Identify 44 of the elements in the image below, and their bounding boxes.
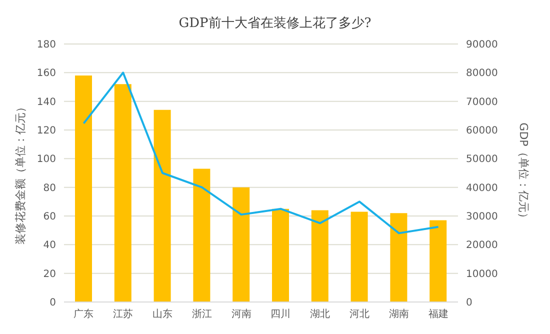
bar (350, 212, 368, 302)
y2-tick-label: 0 (466, 298, 472, 309)
y2-axis-title: GDP（单位：亿元） (517, 122, 530, 224)
y-tick-label: 100 (36, 154, 56, 166)
y2-tick-label: 30000 (466, 212, 498, 223)
x-tick-label: 河北 (350, 308, 370, 320)
y-tick-label: 20 (43, 268, 56, 280)
x-tick-label: 四川 (270, 308, 291, 320)
bar (430, 220, 447, 302)
y-tick-label: 180 (36, 40, 56, 51)
y-tick-label: 120 (36, 126, 56, 137)
bar (311, 210, 328, 302)
y2-tick-label: 50000 (466, 154, 498, 166)
x-tick-label: 浙江 (192, 308, 212, 320)
bar (154, 110, 171, 302)
y2-tick-label: 10000 (466, 268, 498, 280)
x-tick-label: 江苏 (113, 308, 134, 320)
y2-tick-label: 60000 (466, 126, 498, 137)
x-tick-label: 湖北 (310, 308, 330, 320)
y2-tick-label: 20000 (466, 240, 498, 252)
y-tick-label: 40 (43, 240, 56, 252)
y2-tick-label: 70000 (466, 96, 498, 108)
x-tick-label: 福建 (428, 308, 448, 320)
bar (114, 84, 132, 302)
bar (390, 213, 408, 302)
y-tick-label: 140 (36, 96, 56, 108)
bar (193, 168, 210, 302)
bar (75, 76, 92, 302)
x-tick-label: 广东 (74, 308, 94, 320)
bar (272, 208, 289, 302)
y-tick-label: 0 (50, 298, 56, 309)
line-series (82, 72, 440, 234)
y2-tick-label: 90000 (466, 40, 498, 51)
chart-title: GDP前十大省在装修上花了多少? (178, 15, 372, 32)
y2-tick-label: 80000 (466, 68, 498, 80)
x-tick-label: 湖南 (388, 308, 409, 320)
y-tick-label: 60 (43, 212, 56, 223)
bar (232, 187, 250, 302)
x-tick-label: 河南 (231, 308, 252, 320)
y-axis-title: 装修花费金额（单位：亿元） (14, 102, 27, 244)
y-tick-label: 160 (36, 68, 56, 80)
x-tick-label: 山东 (152, 308, 172, 320)
y-tick-label: 80 (43, 182, 56, 194)
y2-tick-label: 40000 (466, 182, 498, 194)
